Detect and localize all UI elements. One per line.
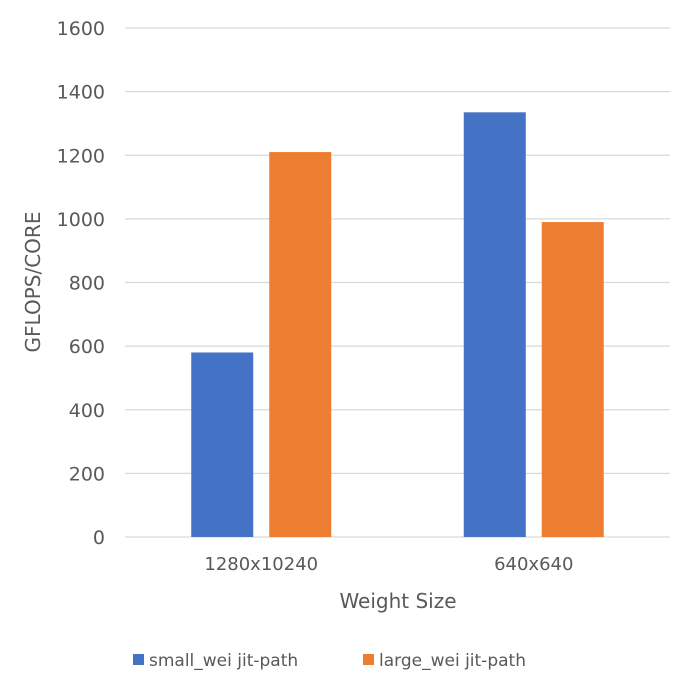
- y-tick-label: 1600: [57, 18, 105, 40]
- x-tick-label: 1280x10240: [204, 554, 318, 575]
- y-tick-label: 600: [69, 336, 105, 358]
- legend-label: small_wei jit-path: [149, 651, 298, 671]
- y-tick-label: 1200: [57, 145, 105, 167]
- bar-small-wei-jit-path: [191, 352, 254, 537]
- y-tick-label: 1000: [57, 209, 105, 231]
- legend-swatch: [133, 654, 144, 665]
- y-tick-label: 400: [69, 400, 105, 422]
- bar-small-wei-jit-path: [463, 112, 526, 537]
- y-tick-label: 200: [69, 463, 105, 485]
- y-tick-label: 1400: [57, 82, 105, 104]
- x-axis-label: Weight Size: [339, 589, 456, 613]
- legend-label: large_wei jit-path: [379, 651, 526, 671]
- y-axis-label: GFLOPS/CORE: [21, 212, 45, 353]
- bar-large-wei-jit-path: [541, 222, 604, 537]
- y-tick-label: 0: [93, 527, 105, 549]
- bar-large-wei-jit-path: [269, 152, 332, 537]
- y-tick-label: 800: [69, 273, 105, 295]
- x-tick-label: 640x640: [494, 554, 573, 575]
- legend-swatch: [363, 654, 374, 665]
